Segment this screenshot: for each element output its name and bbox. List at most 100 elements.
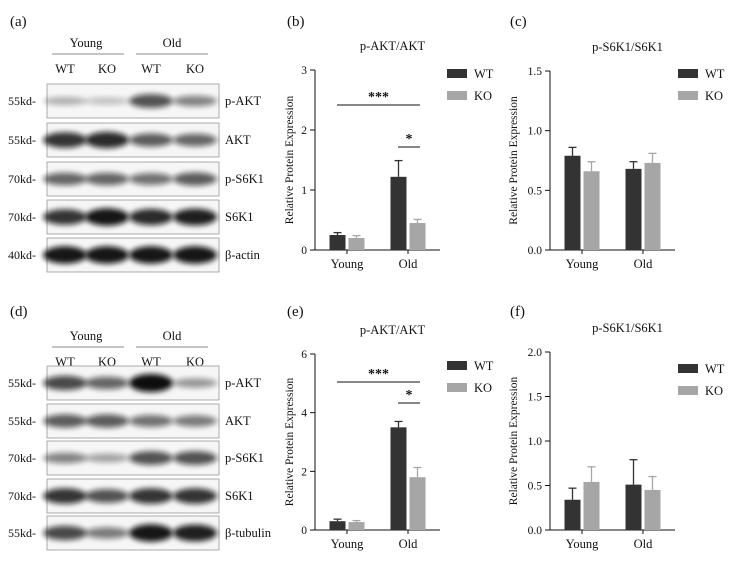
y-axis-label: Relative Protein Expression (284, 378, 296, 507)
blot-lane-label: KO (98, 355, 116, 369)
y-tick-label: 2.0 (528, 347, 543, 359)
blot-size-marker: 70kd- (8, 489, 36, 503)
blot-band (129, 415, 173, 427)
blot-lane-label: KO (98, 62, 116, 76)
blot-lane-label: KO (186, 355, 204, 369)
legend-label: KO (705, 89, 723, 103)
y-axis-label: Relative Protein Expression (508, 96, 520, 225)
y-tick-label: 0.0 (528, 245, 543, 257)
blot-band (129, 133, 173, 147)
legend-swatch-ko (447, 383, 467, 392)
blot-lane-label: WT (55, 62, 75, 76)
blot-band (129, 451, 173, 465)
y-tick-label: 1.0 (528, 126, 543, 138)
legend-swatch-wt (447, 69, 467, 78)
bar-chart-f: p-S6K1/S6K1 Relative Protein Expression 0.… (508, 321, 725, 551)
chart-title: p-S6K1/S6K1 (592, 40, 663, 54)
bar-wt-old (390, 176, 407, 250)
significance-mark: *** (368, 90, 389, 105)
y-axis-label: Relative Protein Expression (508, 377, 520, 506)
y-tick-label: 0.5 (528, 481, 543, 493)
y-tick-label: 1.5 (528, 66, 543, 78)
panel-label-b: (b) (287, 14, 305, 30)
blot-band (85, 131, 129, 149)
legend-label: WT (705, 362, 725, 376)
blot-band (43, 452, 87, 464)
legend-label: WT (705, 67, 725, 81)
bar-ko-young (583, 171, 600, 250)
blot-band (43, 96, 87, 106)
y-tick-label: 6 (301, 349, 307, 361)
blot-band (173, 208, 217, 226)
blot-row-label: S6K1 (225, 210, 253, 224)
y-tick-label: 2 (301, 125, 307, 137)
blot-size-marker: 55kd- (8, 376, 36, 390)
bar-wt-young (564, 155, 581, 250)
x-tick-label: Young (331, 537, 365, 551)
bar-wt-young (329, 521, 346, 530)
blot-band (173, 451, 217, 465)
y-tick-label: 2 (301, 466, 307, 478)
blot-band (85, 208, 129, 226)
blot-band (43, 488, 87, 504)
blot-row-label: p-AKT (225, 376, 261, 390)
x-tick-label: Old (634, 537, 654, 551)
blot-band (43, 414, 87, 428)
blot-row-label: p-S6K1 (225, 172, 264, 186)
blot-band (173, 246, 217, 264)
blot-band (43, 132, 87, 148)
blot-group-label: Young (70, 36, 104, 50)
y-tick-label: 1 (301, 185, 307, 197)
x-tick-label: Old (399, 257, 419, 271)
y-tick-label: 0 (301, 245, 307, 257)
blot-band (129, 524, 173, 542)
significance-mark: * (406, 388, 413, 403)
blot-row-label: p-S6K1 (225, 451, 264, 465)
chart-title: p-AKT/AKT (360, 39, 426, 53)
chart-title: p-S6K1/S6K1 (592, 321, 663, 335)
chart-title: p-AKT/AKT (360, 323, 426, 337)
y-tick-label: 4 (301, 408, 307, 420)
blot-lane-label: WT (141, 355, 161, 369)
blot-band (43, 246, 87, 264)
blot-lane-label: WT (55, 355, 75, 369)
blot-group-label: Old (163, 36, 183, 50)
blot-size-marker: 70kd- (8, 451, 36, 465)
bar-ko-old (409, 477, 426, 530)
bar-ko-old (409, 223, 426, 250)
bar-wt-young (564, 499, 581, 530)
bar-ko-young (583, 481, 600, 530)
bar-chart-e: p-AKT/AKT Relative Protein Expression 0 2 4 6… (284, 323, 494, 551)
legend-swatch-wt (447, 361, 467, 370)
legend-swatch-ko (678, 386, 698, 395)
y-axis-label: Relative Protein Expression (284, 96, 296, 225)
legend-label: WT (474, 359, 494, 373)
significance-mark: * (406, 132, 413, 147)
blot-size-marker: 70kd- (8, 172, 36, 186)
blot-band (85, 97, 129, 105)
legend-label: KO (705, 384, 723, 398)
legend-swatch-wt (678, 69, 698, 78)
blot-row-label: AKT (225, 133, 251, 147)
blot-band (85, 246, 129, 264)
bar-wt-young (329, 235, 346, 250)
blot-band (129, 374, 173, 392)
y-tick-label: 1.5 (528, 392, 543, 404)
panel-label-d: (d) (10, 304, 28, 320)
blot-band (129, 246, 173, 264)
blot-band (173, 378, 217, 388)
blot-band (43, 172, 87, 186)
legend-label: KO (474, 89, 492, 103)
bar-wt-old (625, 484, 642, 530)
blot-band (129, 94, 173, 108)
blot-size-marker: 55kd- (8, 133, 36, 147)
panel-label-c: (c) (510, 14, 527, 30)
blot-group-label: Young (70, 329, 104, 343)
blot-size-marker: 55kd- (8, 526, 36, 540)
blot-band (43, 209, 87, 225)
bar-chart-c: p-S6K1/S6K1 Relative Protein Expression 0.… (508, 40, 725, 271)
bar-ko-young (348, 238, 365, 250)
